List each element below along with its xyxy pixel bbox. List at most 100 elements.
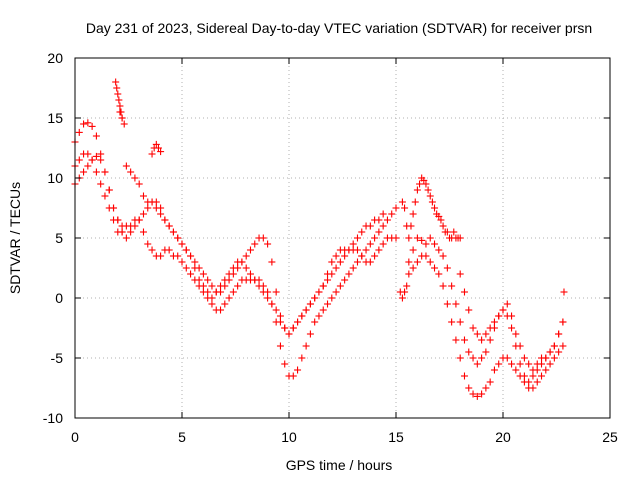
data-point bbox=[92, 152, 100, 160]
data-point bbox=[324, 300, 332, 308]
x-tick-label: 20 bbox=[495, 429, 511, 445]
data-point bbox=[336, 282, 344, 290]
data-point bbox=[182, 246, 190, 254]
y-tick-label: 5 bbox=[55, 230, 63, 246]
data-point bbox=[114, 216, 122, 224]
data-point bbox=[127, 168, 135, 176]
data-point bbox=[199, 270, 207, 278]
data-point bbox=[110, 204, 118, 212]
data-point bbox=[435, 246, 443, 254]
data-point bbox=[486, 324, 494, 332]
data-point bbox=[105, 186, 113, 194]
data-point bbox=[204, 276, 212, 284]
y-tick-label: 10 bbox=[47, 170, 63, 186]
data-point bbox=[191, 264, 199, 272]
data-point bbox=[229, 288, 237, 296]
data-point bbox=[152, 140, 160, 148]
data-point bbox=[88, 122, 96, 130]
data-point bbox=[234, 282, 242, 290]
data-point bbox=[259, 288, 267, 296]
data-point bbox=[332, 252, 340, 260]
data-point bbox=[101, 192, 109, 200]
data-point bbox=[298, 312, 306, 320]
data-point bbox=[268, 300, 276, 308]
data-point bbox=[416, 180, 424, 188]
data-point bbox=[409, 246, 417, 254]
data-point bbox=[122, 162, 130, 170]
data-point bbox=[120, 120, 128, 128]
data-point bbox=[294, 366, 302, 374]
data-point bbox=[225, 270, 233, 278]
axis-ticks: 0 5 10 15 20 25 -10 -5 0 5 10 15 20 bbox=[43, 50, 618, 445]
data-point bbox=[285, 330, 293, 338]
data-point bbox=[328, 294, 336, 302]
data-point bbox=[139, 210, 147, 218]
data-point bbox=[450, 228, 458, 236]
data-point bbox=[490, 366, 498, 374]
data-point bbox=[529, 384, 537, 392]
data-point bbox=[97, 156, 105, 164]
data-point bbox=[80, 120, 88, 128]
data-point bbox=[383, 216, 391, 224]
y-axis-label: SDTVAR / TECUs bbox=[7, 182, 23, 294]
data-point bbox=[388, 210, 396, 218]
data-point bbox=[353, 246, 361, 254]
data-point bbox=[538, 372, 546, 380]
data-point bbox=[88, 156, 96, 164]
data-point bbox=[221, 276, 229, 284]
data-point bbox=[508, 312, 516, 320]
y-tick-label: 0 bbox=[55, 290, 63, 306]
data-point bbox=[80, 168, 88, 176]
data-point bbox=[358, 228, 366, 236]
data-point bbox=[268, 258, 276, 266]
data-point bbox=[353, 234, 361, 242]
data-point bbox=[529, 372, 537, 380]
data-point bbox=[401, 288, 409, 296]
data-point bbox=[448, 318, 456, 326]
data-point bbox=[116, 102, 124, 110]
data-point bbox=[413, 258, 421, 266]
data-point bbox=[311, 318, 319, 326]
data-point bbox=[204, 288, 212, 296]
data-point bbox=[392, 234, 400, 242]
data-point bbox=[349, 240, 357, 248]
data-point bbox=[122, 234, 130, 242]
data-point bbox=[371, 234, 379, 242]
data-point bbox=[443, 300, 451, 308]
data-point bbox=[499, 306, 507, 314]
data-point bbox=[157, 148, 165, 156]
data-point bbox=[345, 270, 353, 278]
data-point bbox=[272, 288, 280, 296]
data-point bbox=[324, 276, 332, 284]
data-point bbox=[512, 366, 520, 374]
data-point bbox=[139, 192, 147, 200]
data-point bbox=[533, 378, 541, 386]
x-tick-label: 0 bbox=[71, 429, 79, 445]
data-point bbox=[431, 264, 439, 272]
data-point bbox=[131, 174, 139, 182]
data-point bbox=[101, 168, 109, 176]
data-point bbox=[225, 294, 233, 302]
data-point bbox=[92, 168, 100, 176]
data-point bbox=[439, 222, 447, 230]
data-point bbox=[375, 246, 383, 254]
data-point bbox=[456, 270, 464, 278]
data-point bbox=[443, 264, 451, 272]
data-point bbox=[217, 282, 225, 290]
data-point bbox=[371, 252, 379, 260]
data-point bbox=[555, 330, 563, 338]
y-tick-label: -5 bbox=[51, 350, 64, 366]
data-point bbox=[424, 186, 432, 194]
data-point bbox=[473, 330, 481, 338]
data-point bbox=[460, 336, 468, 344]
data-point bbox=[294, 318, 302, 326]
data-point bbox=[276, 318, 284, 326]
data-point bbox=[407, 222, 415, 230]
data-point bbox=[401, 204, 409, 212]
data-point bbox=[328, 270, 336, 278]
data-point bbox=[148, 246, 156, 254]
data-point bbox=[495, 312, 503, 320]
data-point bbox=[550, 342, 558, 350]
data-point bbox=[460, 288, 468, 296]
